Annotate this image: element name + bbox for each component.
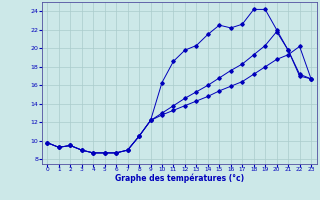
- X-axis label: Graphe des températures (°c): Graphe des températures (°c): [115, 174, 244, 183]
